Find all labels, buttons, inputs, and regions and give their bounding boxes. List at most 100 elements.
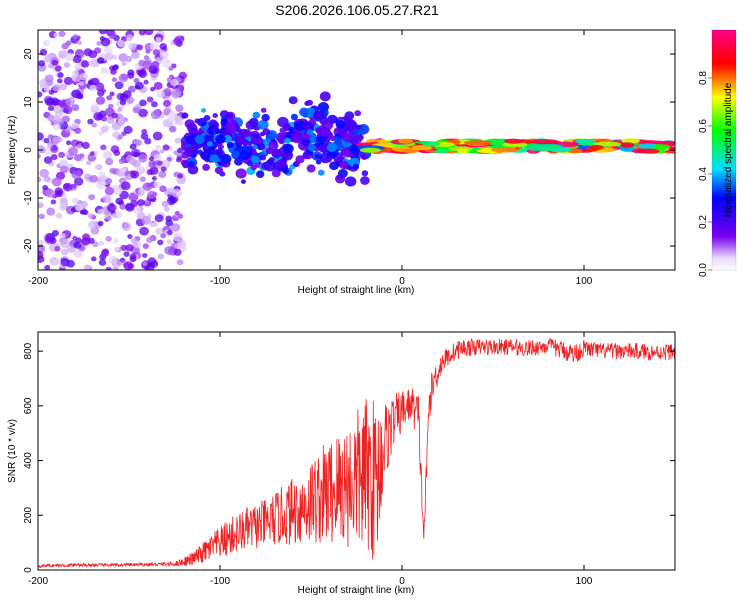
spectrogram-cell [202, 163, 211, 171]
spectrogram-cell [121, 181, 131, 191]
spectrogram-cell [214, 166, 224, 175]
spectrogram-cell [157, 239, 164, 246]
spectrogram-cell [251, 164, 257, 171]
spectrogram-cell [128, 42, 137, 51]
spectrogram-cell [334, 133, 341, 139]
spectrogram-cell [51, 136, 59, 143]
spectrogram-cell [239, 150, 250, 161]
spectrogram-cell [125, 203, 135, 212]
spectrogram-cell [165, 219, 174, 227]
spectrogram-cell [161, 200, 169, 208]
spectrogram-cell [153, 81, 163, 90]
spectrogram-cell [63, 62, 70, 68]
spectrogram-cell [256, 170, 265, 178]
spectrogram-cell [62, 182, 73, 192]
spectrogram-cell [636, 148, 660, 154]
spectrogram-cell [142, 261, 148, 267]
spectrogram-cell [129, 253, 137, 260]
spectrogram-cell [88, 220, 97, 229]
spectrogram-xtick-label: -200 [28, 276, 48, 287]
spectrogram-cell [106, 116, 115, 124]
spectrogram-cell [619, 142, 635, 148]
spectrogram-cell [79, 72, 88, 81]
snr-panel: -200 -100 0 100 0 200 400 600 800 Height of str… [7, 331, 676, 596]
spectrogram-cell [106, 95, 112, 101]
spectrogram-cell [63, 76, 73, 86]
spectrogram-cell [150, 110, 161, 120]
spectrogram-cell [139, 176, 146, 182]
spectrogram-cell [66, 245, 76, 253]
spectrogram-cell [128, 192, 139, 202]
spectrogram-cell [290, 113, 298, 121]
spectrogram-cell [38, 250, 44, 260]
spectrogram-cell [114, 81, 124, 90]
spectrogram-cell [105, 157, 114, 166]
spectrogram-cell [155, 145, 161, 150]
spectrogram-cell [157, 160, 163, 166]
spectrogram-cell [321, 128, 331, 137]
spectrogram-cell [39, 168, 49, 178]
spectrogram-cell [50, 199, 57, 205]
spectrogram-cell [100, 67, 109, 74]
spectrogram-cell [219, 110, 229, 119]
snr-ytick-label: 400 [23, 452, 34, 469]
spectrogram-cell [95, 96, 106, 105]
spectrogram-cell [321, 119, 334, 131]
snr-plot-area [38, 332, 675, 570]
snr-xlabel: Height of straight line (km) [298, 585, 415, 596]
spectrogram-cell [38, 91, 43, 98]
spectrogram-cell [167, 229, 173, 236]
spectrogram-cell [235, 168, 247, 179]
spectrogram-cell [159, 185, 167, 193]
spectrogram-ytick-label: 20 [23, 48, 34, 60]
spectrogram-cell [335, 120, 346, 129]
spectrogram-cell [98, 259, 107, 266]
spectrogram-cell [173, 37, 182, 45]
spectrogram-cell [146, 169, 154, 176]
spectrogram-cell [117, 117, 127, 125]
spectrogram-cell [42, 39, 51, 47]
spectrogram-cell [113, 149, 121, 156]
spectrogram-cell [68, 146, 78, 156]
spectrogram-cell [43, 156, 53, 164]
spectrogram-cell [89, 84, 97, 92]
spectrogram-cell [121, 222, 132, 232]
spectrogram-cell [43, 86, 51, 93]
spectrogram-cell [88, 50, 98, 59]
spectrogram-cell [166, 156, 172, 162]
spectrogram-cell [398, 138, 414, 144]
spectrogram-cell [65, 97, 75, 107]
spectrogram-cell [302, 133, 311, 141]
spectrogram-cell [132, 151, 140, 158]
spectrogram-cell [200, 151, 211, 161]
spectrogram-cell [148, 257, 155, 263]
spectrogram-cell [144, 138, 152, 145]
spectrogram-cell [149, 42, 159, 51]
spectrogram-cell [160, 166, 167, 172]
spectrogram-cell [307, 144, 317, 152]
spectrogram-cell [145, 49, 151, 54]
spectrogram-cell [209, 154, 219, 163]
spectrogram-cell [315, 159, 322, 165]
spectrogram-cell [142, 243, 149, 249]
spectrogram-cell [138, 59, 146, 67]
spectrogram-cell [144, 30, 154, 36]
spectrogram-cell [176, 259, 184, 266]
spectrogram-cell [43, 175, 51, 183]
spectrogram-cell [172, 232, 183, 242]
spectrogram-cell [177, 213, 184, 219]
spectrogram-cell [38, 213, 45, 220]
spectrogram-cell [166, 239, 173, 245]
spectrogram-cell [220, 153, 232, 164]
spectrogram-cell [215, 134, 226, 144]
spectrogram-cell [72, 55, 82, 64]
spectrogram-cell [81, 141, 90, 149]
spectrogram-cell [621, 138, 640, 144]
spectrogram-cell [117, 134, 124, 140]
spectrogram-cell [119, 203, 127, 210]
spectrogram-cell [238, 128, 249, 138]
spectrogram-cell [79, 210, 86, 215]
spectrogram-cell [299, 107, 309, 117]
spectrogram-cell [148, 222, 154, 228]
spectrogram-cell [130, 237, 138, 244]
